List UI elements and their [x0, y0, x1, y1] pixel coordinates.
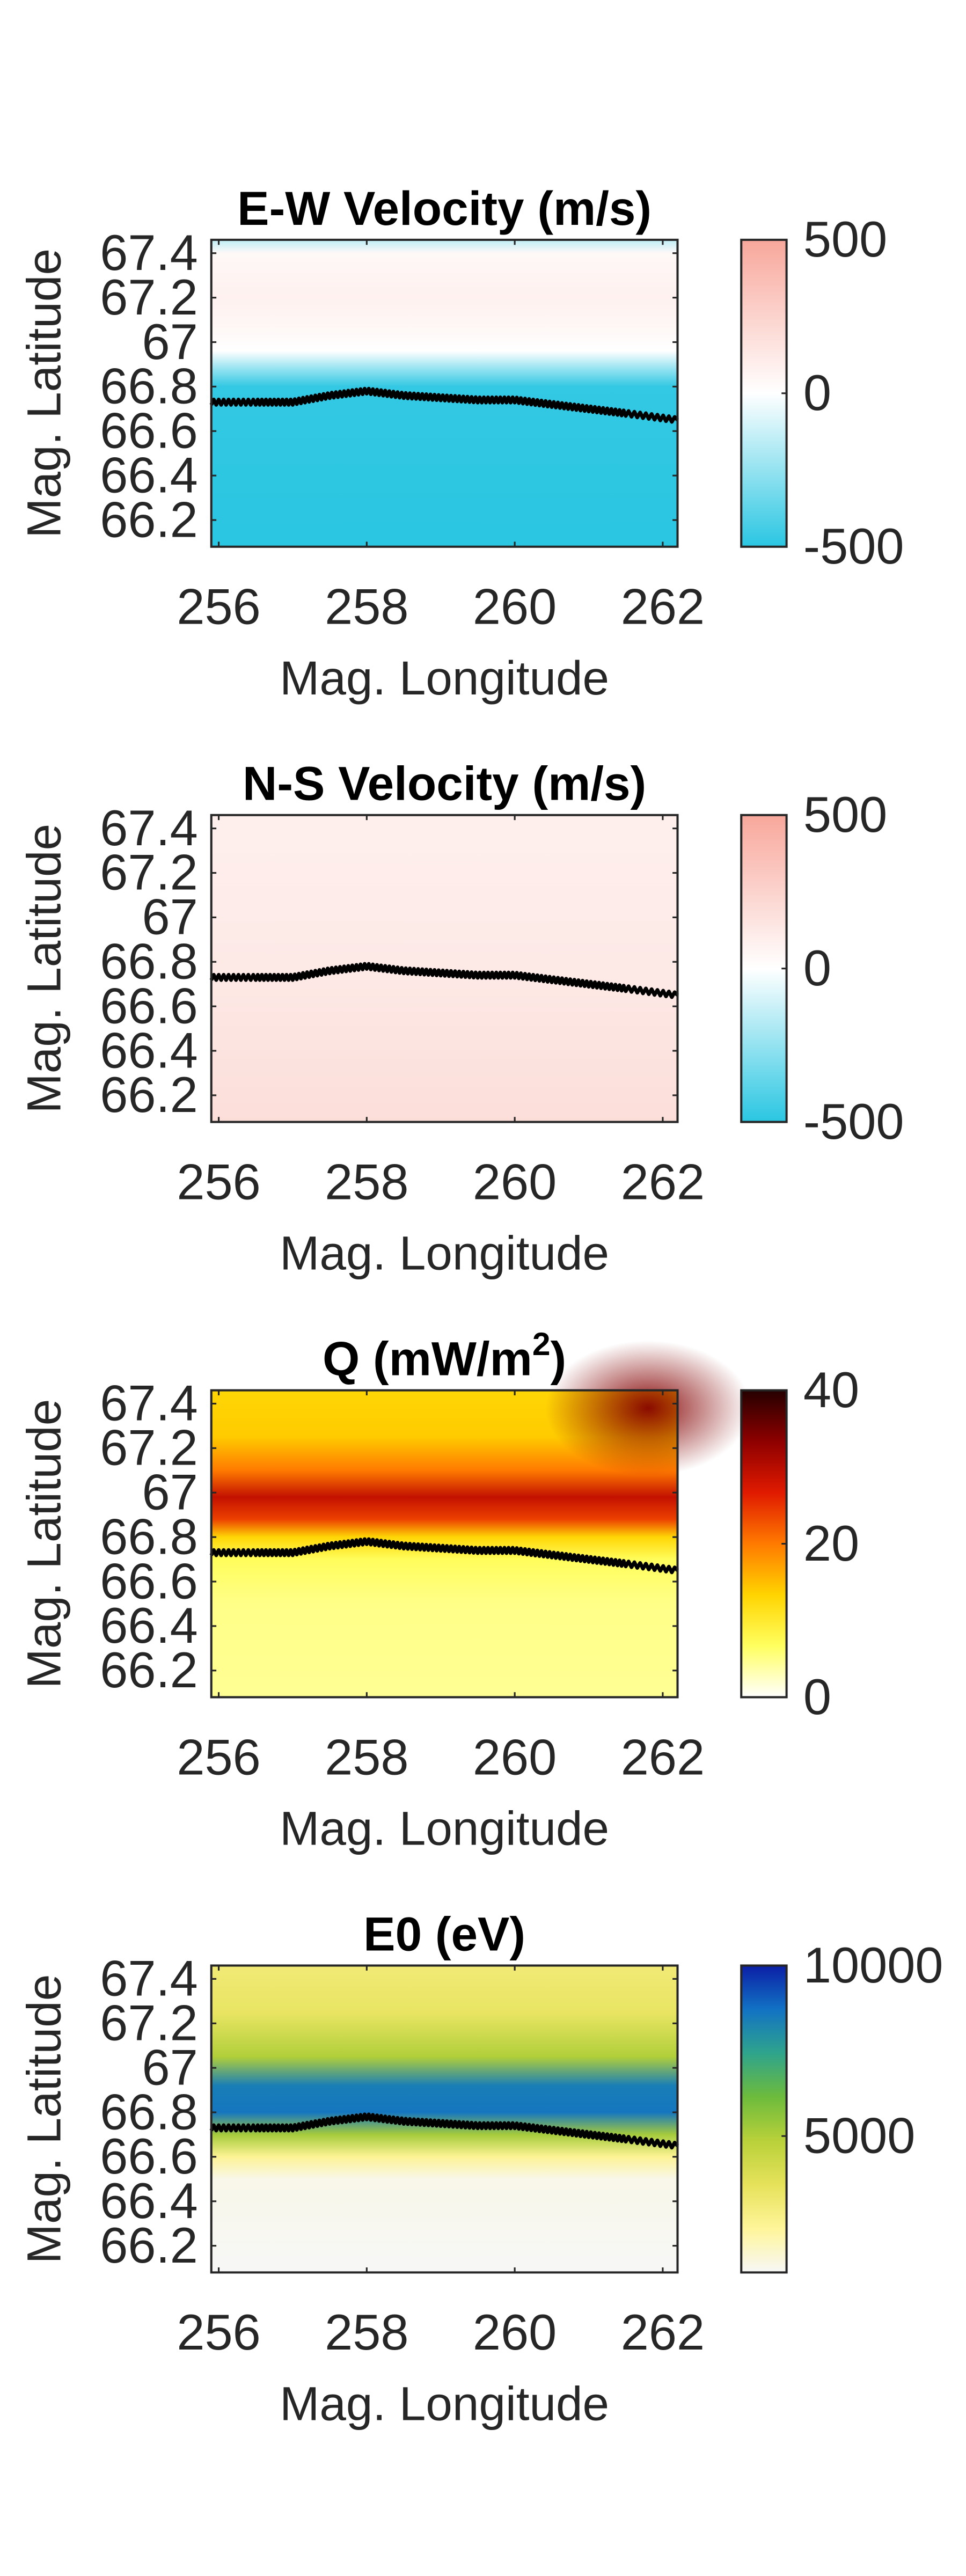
- y-tick-label: 67.2: [100, 1994, 197, 2051]
- x-axis-label: Mag. Longitude: [280, 651, 609, 705]
- boundary-line: [209, 386, 679, 424]
- chart-title: E-W Velocity (m/s): [237, 181, 652, 235]
- x-axis-label: Mag. Longitude: [280, 1226, 609, 1280]
- x-tick-label: 256: [177, 1153, 260, 1210]
- chart-title: N-S Velocity (m/s): [243, 757, 646, 810]
- colorbar-tick-label: 20: [803, 1515, 859, 1571]
- plot-frame: [210, 1964, 679, 2274]
- x-tick-label: 260: [473, 1729, 557, 1785]
- colorbar: [740, 238, 788, 548]
- x-tick-label: 262: [621, 1729, 705, 1785]
- y-tick-label: 66.2: [100, 1642, 197, 1698]
- chart-title-main: Q (mW/m: [323, 1332, 532, 1386]
- y-tick-label: 66.4: [100, 2172, 197, 2229]
- colorbar-tick-label: 40: [803, 1362, 859, 1418]
- plot-frame: [210, 814, 679, 1123]
- chart-title-main: E-W Velocity (m/s): [237, 181, 652, 235]
- colorbar: [740, 1389, 788, 1699]
- y-tick-label: 66.8: [100, 2083, 197, 2140]
- y-tick-label: 67: [142, 1464, 197, 1520]
- y-tick-label: 66.4: [100, 1597, 197, 1653]
- y-tick-label: 67.4: [100, 1950, 197, 2007]
- heatmap-field: [211, 1965, 678, 2273]
- colorbar: [740, 814, 788, 1123]
- colorbar-tick-label: 10000: [803, 1937, 943, 1993]
- colorbar-tick-label: 0: [803, 940, 831, 996]
- heatmap-hotspot: [545, 1340, 751, 1476]
- colorbar-tick-label: 500: [803, 211, 887, 267]
- y-tick-label: 66.4: [100, 447, 197, 503]
- boundary-line: [209, 2112, 679, 2150]
- colorbar-tick-label: 0: [803, 1668, 831, 1725]
- chart-title-main: N-S Velocity (m/s): [243, 757, 646, 810]
- x-axis-label: Mag. Longitude: [280, 2376, 609, 2430]
- boundary-line: [209, 1537, 679, 1575]
- x-tick-label: 258: [325, 1729, 408, 1785]
- x-tick-label: 258: [325, 1153, 408, 1210]
- y-tick-label: 66.6: [100, 2128, 197, 2184]
- y-tick-label: 67.2: [100, 1419, 197, 1476]
- x-tick-label: 256: [177, 1729, 260, 1785]
- x-tick-label: 262: [621, 579, 705, 635]
- x-tick-label: 262: [621, 2304, 705, 2360]
- y-tick-label: 66.8: [100, 1508, 197, 1564]
- y-tick-label: 67: [142, 2039, 197, 2095]
- y-tick-label: 67.2: [100, 844, 197, 901]
- plot-frame: [210, 238, 679, 548]
- x-tick-label: 260: [473, 579, 557, 635]
- heatmap-field: [211, 239, 678, 547]
- colorbar-tick-label: -500: [803, 518, 904, 574]
- y-tick-label: 67: [142, 889, 197, 945]
- x-tick-label: 256: [177, 2304, 260, 2360]
- colorbar-tick-label: 0: [803, 364, 831, 421]
- y-tick-label: 66.4: [100, 1022, 197, 1078]
- y-tick-label: 67.2: [100, 269, 197, 325]
- y-tick-label: 66.6: [100, 1553, 197, 1609]
- x-tick-label: 258: [325, 2304, 408, 2360]
- colorbar-tick-label: 5000: [803, 2107, 916, 2163]
- heatmap-field: [211, 815, 678, 1122]
- x-tick-label: 260: [473, 2304, 557, 2360]
- y-tick-label: 67.4: [100, 224, 197, 281]
- x-tick-label: 258: [325, 579, 408, 635]
- y-axis-label: Mag. Latitude: [17, 248, 71, 538]
- y-axis-label: Mag. Latitude: [17, 1974, 71, 2264]
- x-tick-label: 260: [473, 1153, 557, 1210]
- boundary-line: [209, 962, 679, 999]
- chart-title-suffix: ): [551, 1332, 567, 1386]
- y-tick-label: 66.6: [100, 977, 197, 1034]
- chart-title: E0 (eV): [363, 1907, 525, 1960]
- y-tick-label: 66.2: [100, 2217, 197, 2273]
- chart-title-main: E0 (eV): [363, 1907, 525, 1960]
- y-tick-label: 66.8: [100, 358, 197, 414]
- y-tick-label: 66.2: [100, 1066, 197, 1123]
- y-tick-label: 67.4: [100, 1375, 197, 1431]
- chart-title: Q (mW/m2): [323, 1326, 566, 1386]
- colorbar-tick-label: -500: [803, 1093, 904, 1150]
- y-tick-label: 67: [142, 313, 197, 370]
- plot-frame: [210, 1389, 679, 1699]
- y-axis-label: Mag. Latitude: [17, 1399, 71, 1689]
- colorbar: [740, 1964, 788, 2274]
- colorbar-tick-label: 500: [803, 786, 887, 843]
- y-tick-label: 67.4: [100, 800, 197, 856]
- y-axis-label: Mag. Latitude: [17, 824, 71, 1114]
- y-tick-label: 66.8: [100, 933, 197, 990]
- y-tick-label: 66.6: [100, 402, 197, 459]
- x-axis-label: Mag. Longitude: [280, 1802, 609, 1855]
- x-tick-label: 256: [177, 579, 260, 635]
- chart-title-superscript: 2: [532, 1326, 551, 1362]
- y-tick-label: 66.2: [100, 491, 197, 547]
- x-tick-label: 262: [621, 1153, 705, 1210]
